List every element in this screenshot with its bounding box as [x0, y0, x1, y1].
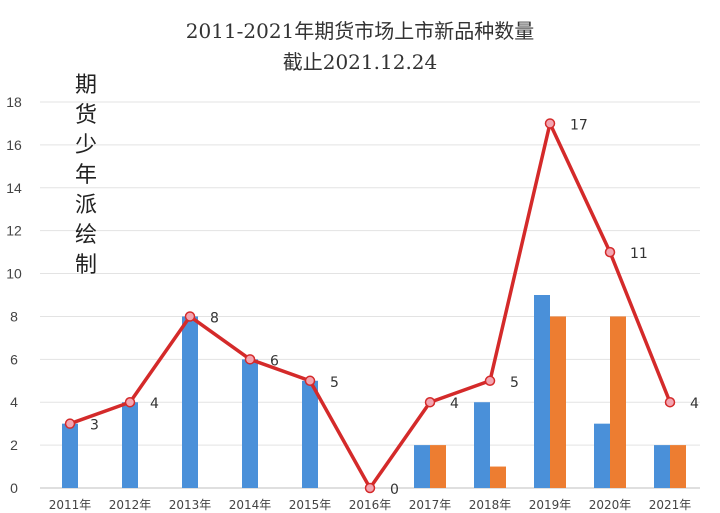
- bar-blue: [182, 316, 198, 488]
- watermark-char: 绘: [75, 223, 97, 248]
- y-tick-label: 14: [6, 180, 22, 196]
- x-tick-label: 2021年: [649, 498, 692, 512]
- watermark-char: 年: [75, 163, 97, 188]
- bar-orange: [490, 466, 506, 488]
- bar-orange: [610, 316, 626, 488]
- line-point: [64, 418, 76, 429]
- data-label: 3: [90, 418, 99, 434]
- bar-blue: [302, 380, 318, 488]
- x-axis: 2011年 2012年 2013年 2014年 2015年 2016年 2017年 2018年…: [49, 498, 692, 512]
- y-tick-label: 8: [10, 308, 18, 324]
- line-path: [69, 121, 672, 490]
- data-label: 4: [450, 396, 459, 412]
- bar-blue: [414, 445, 430, 488]
- y-tick-label: 10: [6, 266, 22, 282]
- watermark-char: 期: [75, 73, 97, 98]
- x-tick-label: 2014年: [229, 498, 272, 512]
- y-tick-label: 0: [10, 480, 18, 496]
- data-label: 4: [690, 396, 699, 412]
- y-tick-label: 16: [6, 137, 22, 153]
- bar-blue: [594, 423, 610, 488]
- x-tick-label: 2018年: [469, 498, 512, 512]
- bars: [62, 295, 686, 488]
- bar-blue: [534, 295, 550, 488]
- x-tick-label: 2012年: [109, 498, 152, 512]
- watermark-char: 制: [75, 253, 97, 278]
- bar-orange: [430, 445, 446, 488]
- line-point: [604, 246, 616, 258]
- x-tick-label: 2011年: [49, 498, 92, 512]
- data-label: 17: [570, 117, 588, 133]
- data-label: 8: [210, 310, 219, 326]
- line-point: [364, 482, 376, 494]
- bar-orange: [550, 316, 566, 488]
- data-label: 0: [390, 482, 399, 498]
- data-label: 5: [510, 375, 519, 391]
- bar-blue: [122, 402, 138, 488]
- line-point: [244, 354, 256, 365]
- bar-blue: [654, 445, 670, 488]
- bar-blue: [62, 423, 78, 488]
- x-tick-label: 2020年: [589, 498, 632, 512]
- line-point: [424, 396, 436, 408]
- y-tick-label: 12: [6, 223, 22, 239]
- line-point: [664, 396, 676, 408]
- x-tick-label: 2019年: [529, 498, 572, 512]
- bar-orange: [670, 445, 686, 488]
- y-tick-label: 4: [10, 394, 18, 410]
- line-series: 3 4 8 6 5 0 4 5 17 11 4: [64, 117, 699, 498]
- x-tick-label: 2016年: [349, 498, 392, 512]
- chart-subtitle: 截止2021.12.24: [283, 50, 438, 74]
- line-point: [184, 311, 196, 322]
- watermark-char: 派: [75, 193, 97, 218]
- x-tick-label: 2013年: [169, 498, 212, 512]
- line-point: [484, 375, 496, 387]
- gridlines: [40, 101, 700, 489]
- watermark-char: 货: [75, 103, 97, 128]
- y-tick-label: 2: [10, 437, 18, 453]
- watermark-char: 少: [75, 133, 97, 158]
- data-label: 5: [330, 375, 339, 391]
- bar-blue: [242, 359, 258, 488]
- x-tick-label: 2017年: [409, 498, 452, 512]
- data-label: 4: [150, 396, 159, 412]
- line-point: [304, 375, 316, 387]
- bar-blue: [474, 402, 490, 488]
- data-label: 6: [270, 353, 279, 369]
- line-point: [124, 396, 136, 408]
- x-tick-label: 2015年: [289, 498, 332, 512]
- y-tick-label: 18: [6, 94, 22, 110]
- y-axis: 0 2 4 6 8 10 12 14 16 18: [6, 94, 22, 496]
- y-tick-label: 6: [10, 351, 18, 367]
- data-label: 11: [630, 246, 648, 262]
- line-point: [544, 118, 556, 129]
- chart-title: 2011-2021年期货市场上市新品种数量: [186, 19, 535, 43]
